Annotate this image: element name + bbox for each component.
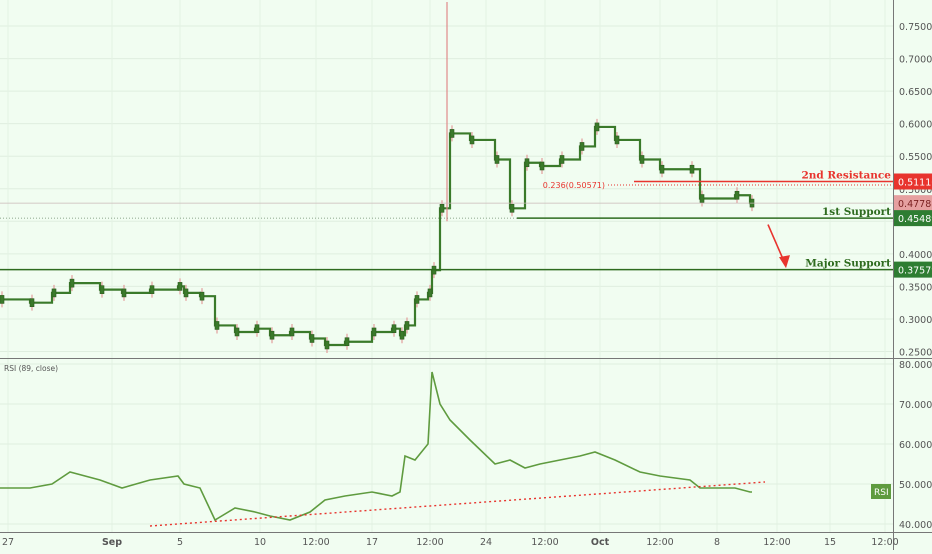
time-tick-label: 8 <box>714 537 720 548</box>
candle-body <box>659 164 665 174</box>
rsi-label: RSI <box>874 488 889 498</box>
candle-body <box>414 295 420 304</box>
rsi-line <box>0 371 752 522</box>
candle-body <box>559 155 565 164</box>
candle-body <box>579 142 585 151</box>
time-tick-label: 12:00 <box>302 537 329 548</box>
candle-body <box>344 337 350 347</box>
candle-body <box>324 340 330 350</box>
candle-body <box>214 321 220 330</box>
price-tag <box>894 210 932 227</box>
time-tick-label: 10 <box>254 537 266 548</box>
candle-body <box>269 330 275 340</box>
candle-body <box>0 295 5 304</box>
time-tick-label: 15 <box>824 537 836 548</box>
candle-body <box>439 203 445 213</box>
price-tag <box>894 173 932 190</box>
candle-body <box>371 327 377 337</box>
candle-body <box>509 203 515 213</box>
candle-body <box>69 278 75 288</box>
candle-body <box>177 282 183 291</box>
time-tick-label: 5 <box>177 537 183 548</box>
candle-body <box>121 288 127 298</box>
candle-body <box>404 321 410 330</box>
candle-body <box>29 298 35 307</box>
price-series <box>0 2 755 353</box>
candle-body <box>469 135 475 145</box>
level-label: 2nd Resistance <box>801 169 891 181</box>
candle-body <box>391 324 397 334</box>
candle-body <box>99 285 105 294</box>
candle-body <box>594 122 600 132</box>
candle-body <box>689 164 695 174</box>
candle-body <box>524 158 530 168</box>
price-tag <box>894 195 932 212</box>
price-tag-label: 0.47788 <box>898 199 932 210</box>
rsi-trendline <box>149 481 766 527</box>
rsi-series: RSI (89, close) RSI <box>0 364 891 527</box>
price-tag-label: 0.51116 <box>898 177 932 188</box>
candle-body <box>309 334 315 343</box>
candle-body <box>639 155 645 164</box>
price-tag-label: 0.45489 <box>898 214 932 225</box>
projection-arrow-head <box>779 255 790 269</box>
time-tick-label: 12:00 <box>531 537 558 548</box>
level-label: 1st Support <box>822 206 891 218</box>
time-tick-label: Sep <box>102 537 122 548</box>
rsi-grid <box>0 363 893 525</box>
candle-body <box>449 129 455 138</box>
time-tick-label: 27 <box>2 537 14 548</box>
candle-body <box>234 327 240 337</box>
rsi-label-box <box>871 484 891 499</box>
time-tick-label: 12:00 <box>871 537 898 548</box>
candle-body <box>734 190 740 200</box>
candle-body <box>51 288 57 298</box>
candle-body <box>614 135 620 145</box>
candle-body <box>149 285 155 294</box>
rsi-title: RSI (89, close) <box>4 364 58 373</box>
candle-body <box>183 288 189 298</box>
candle-body <box>289 327 295 337</box>
time-tick-label: 24 <box>480 537 492 548</box>
candle-body <box>494 155 500 164</box>
candle-body <box>699 194 705 203</box>
price-tick-label: 0.25000 <box>899 347 932 358</box>
time-tick-label: 12:00 <box>763 537 790 548</box>
time-tick-label: Oct <box>591 537 610 548</box>
candle-body <box>427 288 433 298</box>
candle-body <box>399 330 405 340</box>
candle-body <box>539 161 545 171</box>
time-tick-label: 12:00 <box>416 537 443 548</box>
candle-body <box>199 291 205 301</box>
price-tag-label: 0.37579 <box>898 266 932 277</box>
fib-label: 0.236(0.50571) <box>543 181 605 190</box>
price-line <box>0 125 752 347</box>
time-tick-label: 17 <box>366 537 378 548</box>
annotations: 2nd Resistance 1st Support Major Support 0.… <box>0 169 893 271</box>
level-label: Major Support <box>805 258 891 270</box>
price-tag <box>894 261 932 278</box>
time-tick-label: 12:00 <box>646 537 673 548</box>
price-grid <box>0 0 893 532</box>
candle-body <box>254 324 260 334</box>
